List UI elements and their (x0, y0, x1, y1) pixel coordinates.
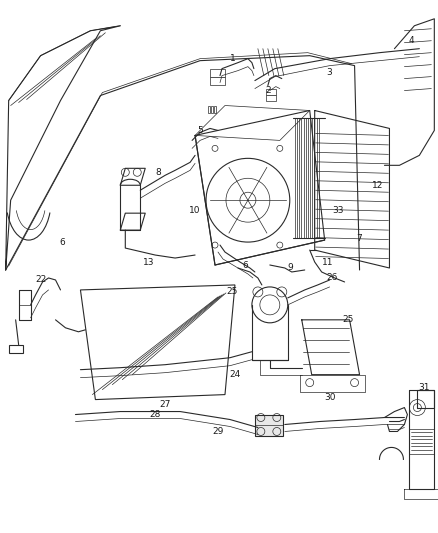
Text: 7: 7 (356, 233, 362, 243)
Bar (211, 106, 212, 114)
Text: 10: 10 (189, 206, 200, 215)
Text: 1: 1 (230, 54, 235, 63)
Text: 25: 25 (226, 287, 237, 296)
Text: 29: 29 (212, 427, 223, 436)
Bar (265, 94, 275, 101)
Text: 9: 9 (286, 263, 292, 272)
Bar (9, 345, 23, 353)
Text: 33: 33 (331, 206, 343, 215)
Text: 3: 3 (326, 68, 332, 77)
Bar (265, 88, 275, 94)
Bar (254, 415, 282, 437)
Text: 25: 25 (341, 316, 353, 325)
Text: 26: 26 (325, 273, 336, 282)
Text: 22: 22 (35, 276, 46, 285)
Text: 5: 5 (197, 126, 202, 135)
Text: 27: 27 (159, 400, 170, 409)
Bar (214, 106, 215, 114)
Bar (209, 69, 224, 77)
Bar (208, 106, 209, 114)
Text: 28: 28 (149, 410, 160, 419)
Text: 30: 30 (323, 393, 335, 402)
Text: 2: 2 (265, 86, 270, 95)
Text: 6: 6 (241, 261, 247, 270)
Text: 13: 13 (142, 257, 154, 266)
Text: 11: 11 (321, 257, 332, 266)
Bar (209, 77, 224, 85)
Text: 31: 31 (418, 383, 429, 392)
Text: 8: 8 (155, 168, 161, 177)
Text: 6: 6 (60, 238, 65, 247)
Text: 4: 4 (408, 36, 413, 45)
Text: 24: 24 (229, 370, 240, 379)
Text: 12: 12 (371, 181, 382, 190)
